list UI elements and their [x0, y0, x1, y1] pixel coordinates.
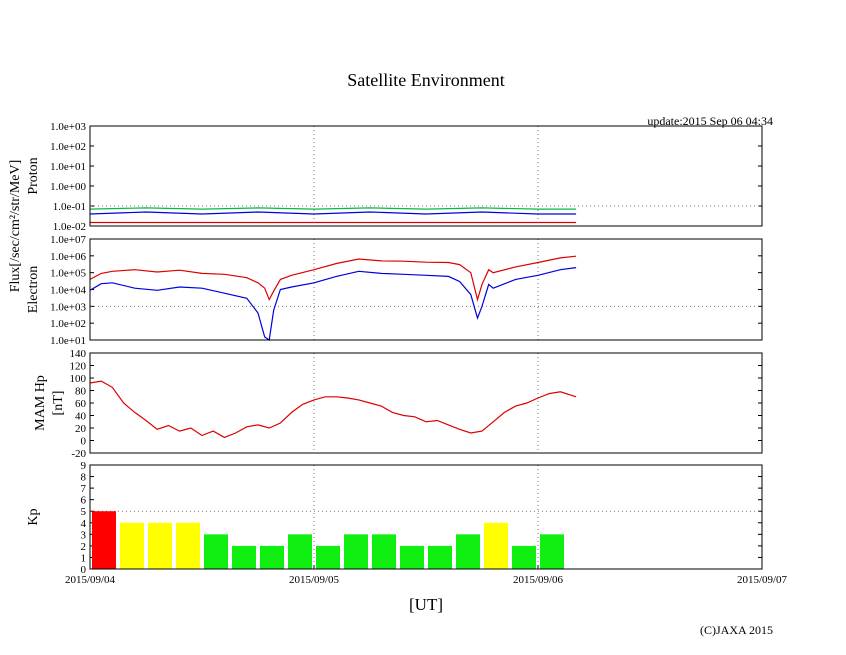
- kp-ytick-label: 9: [81, 460, 87, 472]
- mam-ytick-label: 80: [75, 386, 87, 398]
- electron-frame: [89, 238, 763, 341]
- kp-frame: [89, 464, 763, 570]
- kp-bar: [400, 545, 424, 569]
- kp-bar: [288, 534, 312, 569]
- proton-ytick-label: 1.0e-01: [53, 201, 86, 213]
- proton-ytick-label: 1.0e-02: [53, 221, 86, 233]
- kp-bar: [540, 534, 564, 569]
- electron-ytick-label: 1.0e+06: [50, 251, 86, 263]
- flux-axis-label: Flux[/sec/cm²/str/MeV]: [8, 160, 23, 293]
- proton-series-blue: [89, 211, 577, 215]
- mam-ytick-label: 0: [81, 436, 87, 448]
- mam-frame: [89, 352, 763, 454]
- kp-bar: [260, 545, 284, 569]
- electron-ytick-label: 1.0e+07: [50, 234, 86, 246]
- x-axis-unit-label: [UT]: [409, 595, 443, 614]
- flux-label-group: Flux[/sec/cm²/str/MeV]: [8, 160, 23, 293]
- kp-bar: [148, 522, 172, 569]
- copyright-text: (C)JAXA 2015: [700, 623, 773, 637]
- mam-ylabel: MAM Hp: [33, 375, 48, 431]
- kp-bar: [456, 534, 480, 569]
- kp-bar: [372, 534, 396, 569]
- proton-ytick-label: 1.0e+01: [50, 161, 86, 173]
- mam-ylabel-unit: [nT]: [51, 391, 66, 416]
- kp-ytick-label: 6: [81, 495, 87, 507]
- figure-title: Satellite Environment: [347, 70, 504, 90]
- kp-ylabel: Kp: [26, 508, 41, 525]
- kp-bar: [428, 545, 452, 569]
- kp-ytick-label: 3: [81, 529, 87, 541]
- kp-ytick-label: 5: [81, 506, 87, 518]
- kp-bar: [204, 534, 228, 569]
- kp-ytick-label: 8: [81, 472, 87, 484]
- kp-bar: [176, 522, 200, 569]
- x-tick-label: 2015/09/06: [513, 574, 564, 586]
- kp-bar: [232, 545, 256, 569]
- kp-ytick-label: 4: [81, 518, 87, 530]
- electron-series-red: [89, 255, 577, 302]
- kp-ytick-label: 1: [81, 552, 87, 564]
- proton-ytick-label: 1.0e+03: [50, 121, 86, 133]
- electron-ytick-label: 1.0e+05: [50, 268, 86, 280]
- electron-panel: 1.0e+07 1.0e+06 1.0e+05 1.0e+04 1.0e+03 1.0e+…: [26, 234, 763, 347]
- proton-ytick-label: 1.0e+00: [50, 181, 86, 193]
- kp-bar: [344, 534, 368, 569]
- mam-ytick-label: 60: [75, 398, 87, 410]
- kp-ytick-label: 7: [81, 483, 87, 495]
- electron-ytick-label: 1.0e+03: [50, 301, 86, 313]
- mam-series-red: [89, 380, 577, 439]
- mam-ytick-label: 20: [75, 423, 87, 435]
- mam-ytick-label: -20: [71, 448, 86, 460]
- kp-ytick-label: 2: [81, 541, 87, 553]
- electron-ytick-label: 1.0e+02: [50, 318, 86, 330]
- electron-series-blue: [89, 267, 577, 342]
- proton-series-green: [89, 207, 577, 210]
- proton-ytick-label: 1.0e+02: [50, 141, 86, 153]
- proton-frame: [89, 125, 763, 227]
- kp-bar: [120, 522, 144, 569]
- x-tick-label: 2015/09/05: [289, 574, 340, 586]
- mam-ytick-label: 140: [70, 348, 87, 360]
- proton-panel: 1.0e+03 1.0e+02 1.0e+01 1.0e+00 1.0e-01 1.0e-…: [26, 121, 763, 233]
- electron-ytick-label: 1.0e+04: [50, 285, 86, 297]
- electron-ylabel: Electron: [26, 266, 41, 313]
- proton-ylabel: Proton: [26, 157, 41, 194]
- panels: 1.0e+03 1.0e+02 1.0e+01 1.0e+00 1.0e-01 1.0e-…: [26, 121, 788, 586]
- kp-ytick-label: 0: [81, 564, 87, 576]
- mam-ytick-label: 120: [70, 361, 87, 373]
- x-tick-label: 2015/09/04: [65, 574, 116, 586]
- x-tick-label: 2015/09/07: [737, 574, 788, 586]
- mam-ytick-label: 40: [75, 411, 87, 423]
- kp-bar: [316, 545, 340, 569]
- kp-bar: [484, 522, 508, 569]
- mam-ytick-label: 100: [70, 373, 87, 385]
- electron-ytick-label: 1.0e+01: [50, 335, 86, 347]
- kp-bar: [512, 545, 536, 569]
- update-timestamp: update:2015 Sep 06 04:34: [647, 114, 773, 128]
- kp-bar: [92, 511, 116, 569]
